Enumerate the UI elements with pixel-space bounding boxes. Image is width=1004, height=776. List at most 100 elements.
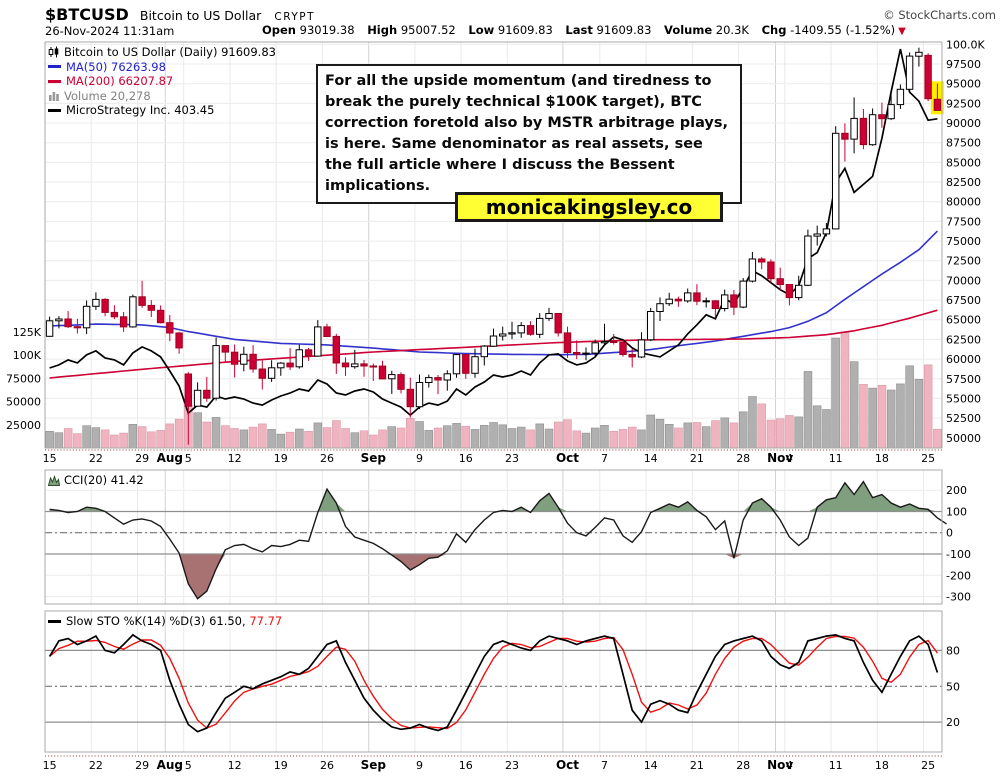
svg-text:15: 15 [43, 452, 57, 465]
legend-ma50-row: MA(50) 76263.98 [48, 60, 276, 75]
svg-text:5: 5 [185, 452, 192, 465]
svg-text:21: 21 [690, 452, 704, 465]
svg-text:7: 7 [601, 452, 608, 465]
main-legend: Bitcoin to US Dollar (Daily) 91609.83 MA… [48, 45, 276, 118]
symbol-name: Bitcoin to US Dollar [139, 8, 262, 23]
svg-text:4: 4 [786, 759, 793, 772]
svg-text:100: 100 [946, 506, 967, 519]
high-value: 95007.52 [400, 23, 456, 37]
svg-text:11: 11 [829, 759, 843, 772]
svg-text:92500: 92500 [946, 97, 981, 110]
svg-text:14: 14 [644, 452, 658, 465]
svg-text:Nov: Nov [767, 758, 793, 772]
svg-text:18: 18 [875, 759, 889, 772]
sto-line-icon [48, 619, 61, 623]
svg-text:125K: 125K [13, 326, 42, 339]
legend-mstr-row: MicroStrategy Inc. 403.45 [48, 103, 276, 118]
svg-text:19: 19 [274, 759, 288, 772]
svg-text:62500: 62500 [946, 333, 981, 346]
low-label: Low [468, 23, 495, 37]
legend-volume-row: Volume 20,278 [48, 89, 276, 104]
svg-text:5: 5 [185, 759, 192, 772]
price-down-arrow-icon: ▼ [898, 26, 906, 37]
svg-text:16: 16 [459, 759, 473, 772]
svg-text:65000: 65000 [946, 314, 981, 327]
svg-text:80: 80 [946, 644, 960, 657]
svg-text:Sep: Sep [361, 758, 387, 772]
watermark-site-label: monicakingsley.co [455, 192, 723, 222]
volume-bars-icon [48, 90, 60, 102]
svg-text:90000: 90000 [946, 117, 981, 130]
svg-text:75000: 75000 [946, 235, 981, 248]
svg-text:Oct: Oct [556, 758, 579, 772]
cci-area-icon [48, 474, 60, 486]
svg-text:80000: 80000 [946, 196, 981, 209]
sto-legend: Slow STO %K(14) %D(3) 61.50, 77.77 [48, 614, 282, 629]
ma50-line-icon [48, 65, 61, 69]
svg-text:15: 15 [43, 759, 57, 772]
legend-mstr-label: MicroStrategy Inc. 403.45 [66, 103, 215, 117]
high-label: High [367, 23, 398, 37]
svg-text:25: 25 [921, 452, 935, 465]
svg-text:18: 18 [875, 452, 889, 465]
chg-label: Chg [761, 23, 787, 37]
svg-text:Sep: Sep [361, 451, 387, 465]
svg-text:19: 19 [274, 452, 288, 465]
svg-text:Nov: Nov [767, 451, 793, 465]
exchange-label: CRYPT [274, 11, 316, 23]
svg-text:23: 23 [505, 452, 519, 465]
svg-text:26: 26 [320, 759, 334, 772]
svg-text:Oct: Oct [556, 451, 579, 465]
svg-text:16: 16 [459, 452, 473, 465]
svg-text:Aug: Aug [157, 451, 183, 465]
svg-text:20: 20 [946, 716, 960, 729]
svg-text:22: 22 [89, 452, 103, 465]
svg-text:200: 200 [946, 484, 967, 497]
candlestick-icon [48, 46, 60, 58]
svg-text:9: 9 [416, 759, 423, 772]
svg-text:9: 9 [416, 452, 423, 465]
svg-text:50: 50 [946, 680, 960, 693]
svg-text:23: 23 [505, 759, 519, 772]
svg-text:52500: 52500 [946, 412, 981, 425]
legend-ma200-label: MA(200) 66207.87 [66, 74, 174, 88]
legend-symbol-row: Bitcoin to US Dollar (Daily) 91609.83 [48, 45, 276, 60]
volume-label: Volume [664, 23, 713, 37]
open-value: 93019.38 [299, 23, 355, 37]
symbol-ticker: $BTCUSD [45, 5, 129, 24]
svg-text:28: 28 [736, 759, 750, 772]
svg-text:70000: 70000 [946, 274, 981, 287]
low-value: 91609.83 [497, 23, 553, 37]
svg-text:25: 25 [921, 759, 935, 772]
legend-ma50-label: MA(50) 76263.98 [66, 59, 166, 74]
svg-text:100.0K: 100.0K [946, 38, 985, 51]
svg-text:4: 4 [786, 452, 793, 465]
cci-legend: CCI(20) 41.42 [48, 473, 144, 488]
svg-text:55000: 55000 [946, 392, 981, 405]
legend-symbol-label: Bitcoin to US Dollar (Daily) 91609.83 [64, 45, 276, 59]
svg-text:11: 11 [829, 452, 843, 465]
svg-text:50000: 50000 [6, 396, 41, 409]
svg-text:57500: 57500 [946, 373, 981, 386]
svg-text:12: 12 [228, 759, 242, 772]
svg-text:-100: -100 [946, 548, 971, 561]
svg-text:95000: 95000 [946, 78, 981, 91]
svg-text:0: 0 [946, 527, 953, 540]
svg-text:29: 29 [135, 759, 149, 772]
svg-text:97500: 97500 [946, 58, 981, 71]
svg-text:60000: 60000 [946, 353, 981, 366]
open-label: Open [262, 23, 296, 37]
svg-text:7: 7 [601, 759, 608, 772]
stockcharts-copyright: © StockCharts.com [883, 8, 996, 22]
chart-datetime: 26-Nov-2024 11:31am [45, 24, 175, 38]
svg-text:50000: 50000 [946, 432, 981, 445]
svg-text:26: 26 [320, 452, 334, 465]
svg-text:14: 14 [644, 759, 658, 772]
volume-value: 20.3K [715, 23, 749, 37]
svg-text:12: 12 [228, 452, 242, 465]
svg-text:25000: 25000 [6, 419, 41, 432]
chart-header: $BTCUSD Bitcoin to US Dollar CRYPT [45, 5, 315, 24]
svg-text:77500: 77500 [946, 215, 981, 228]
